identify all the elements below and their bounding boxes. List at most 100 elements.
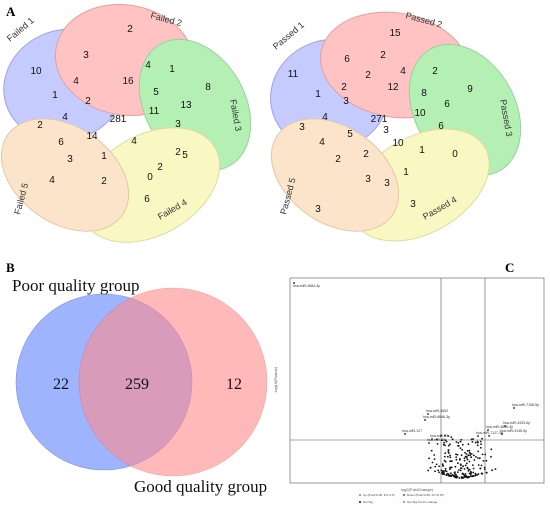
volcano-point xyxy=(443,473,445,476)
region-value: 3 xyxy=(410,199,416,210)
legend-marker-down xyxy=(403,494,405,496)
volcano-point xyxy=(465,453,468,455)
set-failed-4 xyxy=(79,127,221,243)
legend-marker-notsig xyxy=(359,501,361,503)
region-value: 6 xyxy=(438,121,444,132)
volcano-point xyxy=(444,434,446,437)
volcano-point xyxy=(442,470,445,472)
volcano-point xyxy=(471,441,474,443)
point-label: hsa-miR-7127-3p xyxy=(476,431,503,435)
good-quality-group-label: Good quality group xyxy=(134,477,267,496)
volcano-point xyxy=(472,438,474,440)
point-label: hsa-miR-3145-5p xyxy=(500,429,527,433)
volcano-point xyxy=(427,469,429,472)
poor-only-count: 22 xyxy=(53,376,69,393)
volcano-point xyxy=(468,451,471,454)
legend-down: Down (Pval<0.05, FC<0.67) xyxy=(407,493,444,497)
volcano-point xyxy=(467,454,470,457)
volcano-point xyxy=(468,449,471,452)
volcano-point xyxy=(460,464,462,467)
legend-fc: Not Sig but FC change xyxy=(407,500,438,504)
region-value: 2 xyxy=(365,70,371,81)
region-value: 2 xyxy=(101,176,107,187)
volcano-point xyxy=(481,437,483,440)
volcano-point xyxy=(465,476,468,478)
region-value: 271 xyxy=(371,114,388,125)
point-label: hsa-miR-4433-5p xyxy=(503,421,530,425)
volcano-point xyxy=(491,469,493,472)
point-label: hsa-miR-6846-3p xyxy=(423,415,450,419)
volcano-point xyxy=(437,469,440,472)
volcano-point xyxy=(449,454,451,457)
volcano-point xyxy=(443,471,445,474)
volcano-point xyxy=(475,473,477,476)
point-label: hsa-miR-38 xyxy=(427,438,445,442)
volcano-point xyxy=(474,441,477,444)
volcano-plot-area xyxy=(289,277,545,484)
volcano-point xyxy=(488,435,490,437)
volcano-point xyxy=(441,439,443,442)
volcano-point xyxy=(434,465,437,468)
volcano-point xyxy=(475,456,477,458)
region-value: 2 xyxy=(341,82,347,93)
volcano-point xyxy=(454,476,457,479)
region-value: 3 xyxy=(299,122,305,133)
volcano-point xyxy=(431,461,434,464)
region-value: 1 xyxy=(169,64,175,75)
region-value: 3 xyxy=(384,178,390,189)
volcano-point xyxy=(469,472,472,475)
volcano-point xyxy=(472,467,475,470)
volcano-point xyxy=(482,460,485,462)
legend-up: Up (Pval<0.05, FC>1.5) xyxy=(363,493,395,497)
set-passed-2 xyxy=(320,11,470,119)
volcano-point xyxy=(445,440,448,443)
volcano-point xyxy=(450,436,453,438)
region-value: 4 xyxy=(322,112,328,123)
region-value: 16 xyxy=(122,76,134,87)
point-label: hsa-miR-93 xyxy=(430,434,448,438)
region-value: 4 xyxy=(319,137,325,148)
region-value: 1 xyxy=(315,89,321,100)
volcano-point xyxy=(455,456,458,458)
volcano-point xyxy=(464,455,467,458)
volcano-point xyxy=(449,468,451,471)
region-value: 6 xyxy=(58,137,64,148)
volcano-point xyxy=(460,454,463,457)
region-value: 11 xyxy=(149,106,160,117)
volcano-point xyxy=(433,458,436,460)
volcano-point xyxy=(404,433,406,435)
point-label: hsa-miR-4684-3p xyxy=(293,284,320,288)
volcano-point xyxy=(501,433,503,435)
volcano-point xyxy=(452,475,455,478)
volcano-point xyxy=(455,473,457,476)
set-failed-2 xyxy=(54,3,196,117)
volcano-point xyxy=(459,440,462,443)
volcano-point xyxy=(435,438,438,441)
volcano-point xyxy=(477,457,479,459)
volcano-point xyxy=(476,444,479,447)
volcano-point xyxy=(463,468,466,470)
venn-failed: Failed 1 Failed 2 Failed 3 Failed 4 Fail… xyxy=(0,3,252,243)
set-passed-4 xyxy=(350,128,490,242)
region-value: 2 xyxy=(380,50,386,61)
volcano-point xyxy=(455,453,457,456)
volcano-legend: Up (Pval<0.05, FC>1.5) Down (Pval<0.05, … xyxy=(359,493,444,504)
volcano-point xyxy=(459,469,462,472)
point-label: hsa-miR-3653 xyxy=(426,409,448,413)
volcano-point xyxy=(468,468,471,471)
volcano-point xyxy=(487,429,489,431)
region-value: 13 xyxy=(180,100,192,111)
point-label: hsa-miR-7108-5p xyxy=(512,403,539,407)
volcano-point xyxy=(457,462,459,465)
volcano-point xyxy=(472,464,474,466)
panel-a-label: A xyxy=(6,4,16,19)
volcano-point xyxy=(477,473,480,475)
volcano-point xyxy=(479,440,482,443)
region-value: 8 xyxy=(421,88,427,99)
volcano-point xyxy=(446,455,449,458)
region-value: 1 xyxy=(403,167,409,178)
volcano-point xyxy=(457,471,459,473)
region-value: 0 xyxy=(452,149,458,160)
region-value: 1 xyxy=(101,151,107,162)
volcano-point xyxy=(485,471,488,474)
